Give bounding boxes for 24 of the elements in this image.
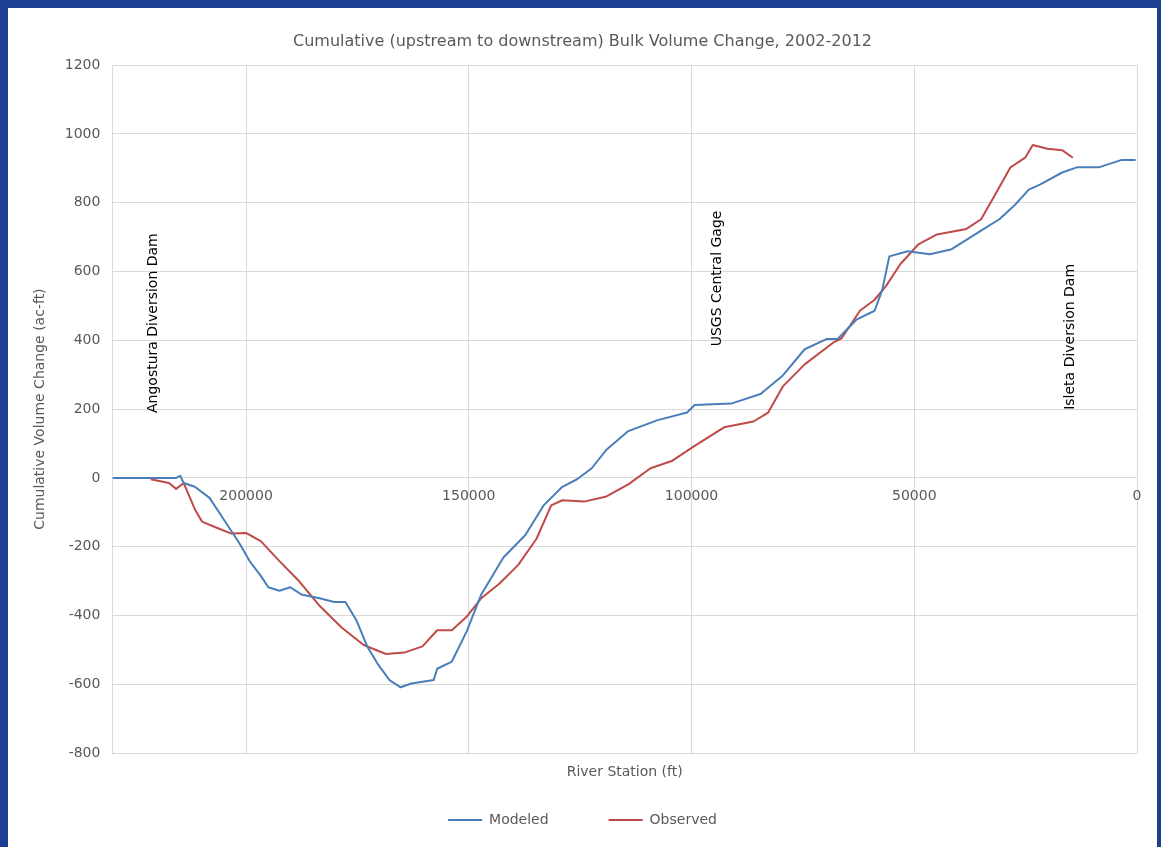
y-tick-label: 600 bbox=[73, 262, 101, 279]
x-tick-label: 150000 bbox=[442, 486, 496, 503]
y-tick-label: -800 bbox=[68, 743, 101, 760]
chart-title: Cumulative (upstream to downstream) Bulk Volume Change, 2002-2012 bbox=[293, 30, 872, 50]
y-tick-label: 0 bbox=[91, 468, 101, 485]
x-tick-label: 200000 bbox=[219, 486, 273, 503]
y-tick-label: 1200 bbox=[64, 55, 101, 72]
y-tick-label: 400 bbox=[73, 330, 101, 347]
x-tick-label: 50000 bbox=[891, 486, 937, 503]
legend-label: Modeled bbox=[489, 810, 549, 827]
annotation: USGS Central Gage bbox=[707, 210, 724, 347]
y-tick-label: -200 bbox=[68, 537, 101, 554]
legend-label: Observed bbox=[649, 810, 717, 827]
y-tick-label: 200 bbox=[73, 399, 101, 416]
x-axis-title: River Station (ft) bbox=[566, 763, 683, 779]
y-tick-label: -600 bbox=[68, 674, 101, 691]
y-tick-label: -400 bbox=[68, 606, 101, 623]
annotation: Isleta Diversion Dam bbox=[1061, 263, 1078, 410]
y-tick-label: 800 bbox=[73, 193, 101, 210]
annotation: Angostura Diversion Dam bbox=[144, 233, 161, 413]
y-axis-title: Cumulative Volume Change (ac-ft) bbox=[31, 288, 48, 530]
y-tick-label: 1000 bbox=[64, 124, 101, 141]
x-tick-label: 0 bbox=[1132, 486, 1142, 503]
x-tick-label: 100000 bbox=[664, 486, 719, 503]
